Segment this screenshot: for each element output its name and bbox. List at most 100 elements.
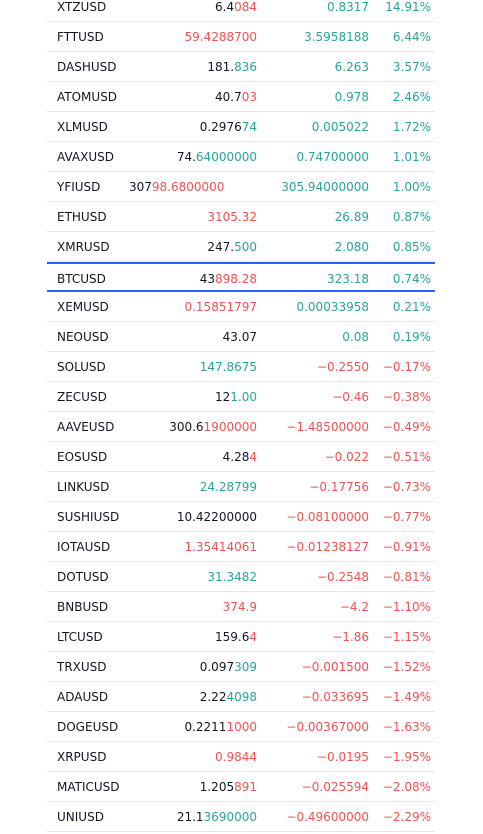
watchlist-row-eosusd[interactable]: EOSUSD 4.284 −0.022 −0.51% [47, 442, 435, 472]
watchlist-table: XTZUSD 6.4084 0.8317 14.91% FTTUSD 59.4288700… [47, 0, 435, 832]
watchlist-row-dogeusd[interactable]: DOGEUSD 0.22111000 −0.00367000 −1.63% [47, 712, 435, 742]
last-price-changed-digits: 31.3482 [207, 570, 257, 584]
watchlist-row-yfiusd[interactable]: YFIUSD 30798.6800000 305.94000000 1.00% [47, 172, 435, 202]
price-change: 0.005022 [311, 120, 369, 134]
last-price: 0.9844 [215, 742, 257, 772]
watchlist-row-solusd[interactable]: SOLUSD 147.8675 −0.2550 −0.17% [47, 352, 435, 382]
watchlist-row-sushiusd[interactable]: SUSHIUSD 10.42200000 −0.08100000 −0.77% [47, 502, 435, 532]
watchlist-row-zecusd[interactable]: ZECUSD 121.00 −0.46 −0.38% [47, 382, 435, 412]
watchlist-row-xmrusd[interactable]: XMRUSD 247.500 2.080 0.85% [47, 232, 435, 262]
watchlist-row-ethusd[interactable]: ETHUSD 3105.32 26.89 0.87% [47, 202, 435, 232]
symbol-label: ETHUSD [57, 210, 107, 224]
percent-change: 1.72% [392, 120, 431, 134]
last-price-unchanged-digits: 307 [129, 180, 152, 194]
last-price-unchanged-digits: 40.7 [215, 90, 242, 104]
last-price-changed-digits: 891 [234, 780, 257, 794]
price-change: 3.5958188 [304, 30, 369, 44]
watchlist-row-dotusd[interactable]: DOTUSD 31.3482 −0.2548 −0.81% [47, 562, 435, 592]
price-change: −1.86 [332, 630, 369, 644]
price-change: −4.2 [339, 600, 369, 614]
watchlist-row-iotausd[interactable]: IOTAUSD 1.35414061 −0.01238127 −0.91% [47, 532, 435, 562]
last-price-unchanged-digits: 12 [215, 390, 231, 404]
last-price: 6.4084 [215, 0, 257, 22]
symbol-label: BNBUSD [57, 600, 109, 614]
percent-change: −0.17% [382, 360, 431, 374]
watchlist-row-bnbusd[interactable]: BNBUSD 374.9 −4.2 −1.10% [47, 592, 435, 622]
symbol-label: XRPUSD [57, 750, 107, 764]
price-change: −0.2550 [316, 360, 369, 374]
percent-change: −1.52% [382, 660, 431, 674]
last-price-changed-digits: 4 [249, 630, 257, 644]
last-price-changed-digits: 1.35414061 [184, 540, 257, 554]
watchlist-row-fttusd[interactable]: FTTUSD 59.4288700 3.5958188 6.44% [47, 22, 435, 52]
watchlist-row-neousd[interactable]: NEOUSD 43.07 0.08 0.19% [47, 322, 435, 352]
last-price-changed-digits: 4098 [226, 690, 257, 704]
percent-change: −0.81% [382, 570, 431, 584]
watchlist-row-btcusd[interactable]: BTCUSD 43898.28 323.18 0.74% [47, 262, 435, 292]
symbol-label: DOTUSD [57, 570, 109, 584]
symbol-label: SUSHIUSD [57, 510, 120, 524]
last-price: 247.500 [207, 232, 257, 262]
price-change: −0.46 [332, 390, 369, 404]
percent-change: −2.29% [382, 810, 431, 824]
last-price-changed-digits: 836 [234, 60, 257, 74]
price-change: 0.978 [334, 90, 369, 104]
last-price-unchanged-digits: 300.6 [169, 420, 204, 434]
watchlist-row-atomusd[interactable]: ATOMUSD 40.703 0.978 2.46% [47, 82, 435, 112]
last-price-changed-digits: 74 [241, 120, 257, 134]
percent-change: −0.91% [382, 540, 431, 554]
last-price-changed-digits: 1900000 [203, 420, 257, 434]
watchlist-row-uniusd[interactable]: UNIUSD 21.13690000 −0.49600000 −2.29% [47, 802, 435, 832]
price-change: 0.00033958 [296, 300, 369, 314]
last-price-unchanged-digits: 10.42200000 [176, 510, 257, 524]
watchlist-row-xemusd[interactable]: XEMUSD 0.15851797 0.00033958 0.21% [47, 292, 435, 322]
percent-change: 14.91% [385, 0, 431, 14]
watchlist-row-xrpusd[interactable]: XRPUSD 0.9844 −0.0195 −1.95% [47, 742, 435, 772]
last-price: 374.9 [223, 592, 257, 622]
last-price: 3105.32 [207, 202, 257, 232]
percent-change: −0.73% [382, 480, 431, 494]
price-change: 26.89 [334, 210, 369, 224]
last-price: 181.836 [207, 52, 257, 82]
watchlist-row-xtzusd[interactable]: XTZUSD 6.4084 0.8317 14.91% [47, 0, 435, 22]
last-price-unchanged-digits: 43 [199, 272, 215, 286]
symbol-label: MATICUSD [57, 780, 120, 794]
symbol-label: AVAXUSD [57, 150, 114, 164]
watchlist-row-aaveusd[interactable]: AAVEUSD 300.61900000 −1.48500000 −0.49% [47, 412, 435, 442]
watchlist-row-dashusd[interactable]: DASHUSD 181.836 6.263 3.57% [47, 52, 435, 82]
watchlist-row-adausd[interactable]: ADAUSD 2.224098 −0.033695 −1.49% [47, 682, 435, 712]
price-change: −0.001500 [301, 660, 369, 674]
last-price-changed-digits: 374.9 [222, 600, 257, 614]
watchlist-row-xlmusd[interactable]: XLMUSD 0.297674 0.005022 1.72% [47, 112, 435, 142]
percent-change: 0.87% [392, 210, 431, 224]
last-price-changed-digits: 98.6800000 [151, 180, 225, 194]
last-price-unchanged-digits: 0.2976 [199, 120, 242, 134]
last-price: 40.703 [215, 82, 257, 112]
symbol-label: XEMUSD [57, 300, 109, 314]
watchlist-row-maticusd[interactable]: MATICUSD 1.205891 −0.025594 −2.08% [47, 772, 435, 802]
price-change: 305.94000000 [281, 180, 369, 194]
last-price-changed-digits: 084 [234, 0, 257, 14]
watchlist-row-trxusd[interactable]: TRXUSD 0.097309 −0.001500 −1.52% [47, 652, 435, 682]
watchlist-row-linkusd[interactable]: LINKUSD 24.28799 −0.17756 −0.73% [47, 472, 435, 502]
last-price-changed-digits: 500 [234, 240, 257, 254]
price-change: −0.033695 [301, 690, 369, 704]
price-change: −0.0195 [316, 750, 369, 764]
symbol-label: ZECUSD [57, 390, 107, 404]
price-change: −0.2548 [316, 570, 369, 584]
last-price-changed-digits: 898.28 [215, 272, 257, 286]
symbol-label: UNIUSD [57, 810, 104, 824]
symbol-label: FTTUSD [57, 30, 104, 44]
symbol-label: LTCUSD [57, 630, 103, 644]
watchlist-row-avaxusd[interactable]: AVAXUSD 74.64000000 0.74700000 1.01% [47, 142, 435, 172]
last-price-changed-digits: 0.9844 [215, 750, 257, 764]
percent-change: 0.74% [392, 272, 431, 286]
symbol-label: NEOUSD [57, 330, 109, 344]
last-price: 30798.6800000 [129, 172, 257, 213]
last-price-changed-digits: 1000 [226, 720, 257, 734]
last-price: 4.284 [223, 442, 257, 472]
last-price-unchanged-digits: 43.07 [222, 330, 257, 344]
price-change: −0.08100000 [286, 510, 369, 524]
watchlist-row-ltcusd[interactable]: LTCUSD 159.64 −1.86 −1.15% [47, 622, 435, 652]
percent-change: 0.21% [392, 300, 431, 314]
